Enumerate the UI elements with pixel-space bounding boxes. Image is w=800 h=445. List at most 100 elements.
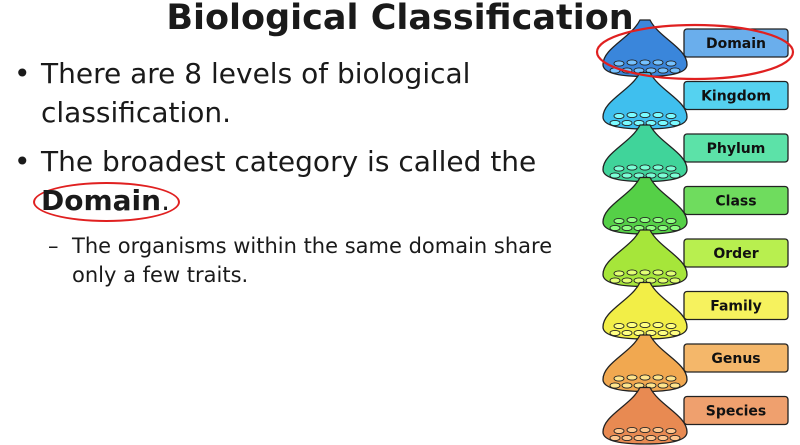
level-label-box — [683, 238, 789, 268]
cell-oval — [626, 216, 638, 224]
cell-oval — [621, 224, 633, 232]
cell-oval — [621, 67, 633, 74]
level-label: Species — [706, 404, 767, 420]
cell-oval — [609, 67, 621, 74]
sub-bullet-text: The organisms within the same domain sha… — [72, 234, 553, 287]
cell-oval — [609, 172, 621, 179]
cell-oval — [665, 322, 677, 330]
cell-oval — [609, 382, 621, 389]
cell-oval — [657, 434, 669, 442]
bullet-item-broadest: • The broadest category is called the Do… — [10, 142, 590, 222]
level-family: Family — [602, 281, 789, 340]
cell-oval — [669, 277, 681, 284]
cell-oval — [652, 216, 664, 224]
level-label-box — [683, 185, 789, 216]
level-label: Family — [710, 299, 762, 315]
cell-oval — [665, 270, 677, 277]
cell-oval — [639, 269, 651, 276]
level-label-box — [683, 133, 789, 163]
cell-oval — [652, 111, 664, 119]
cell-oval — [665, 165, 677, 172]
cell-oval — [621, 172, 633, 179]
cell-oval — [652, 164, 664, 171]
cell-oval — [626, 374, 638, 381]
cell-oval — [652, 321, 664, 329]
cell-oval — [665, 60, 677, 67]
cell-oval — [609, 119, 621, 127]
cell-oval — [613, 427, 625, 435]
level-genus: Genus — [602, 334, 789, 393]
level-order: Order — [602, 229, 789, 288]
cell-oval — [669, 67, 681, 74]
level-label: Order — [713, 246, 758, 262]
cell-oval — [657, 119, 669, 127]
cell-oval — [613, 60, 625, 67]
bullet-text-prefix: The broadest category is called the — [41, 145, 537, 178]
cell-oval — [621, 382, 633, 389]
cell-oval — [613, 322, 625, 330]
cell-oval — [621, 119, 633, 127]
cell-oval — [645, 434, 657, 442]
cell-oval — [639, 59, 651, 66]
bullet-text: There are 8 levels of biological classif… — [41, 57, 471, 129]
level-class: Class — [602, 176, 789, 235]
level-label: Kingdom — [701, 89, 771, 105]
cell-oval — [665, 217, 677, 225]
cell-oval — [639, 321, 651, 329]
cell-oval — [669, 224, 681, 232]
level-label-box — [683, 395, 789, 426]
level-species: Species — [602, 386, 789, 445]
bullet-list: • There are 8 levels of biological class… — [10, 54, 590, 290]
level-kingdom: Kingdom — [602, 71, 789, 130]
cell-oval — [657, 277, 669, 284]
domain-highlight-word: Domain — [41, 184, 162, 217]
cell-oval — [621, 329, 633, 337]
cell-oval — [639, 216, 651, 224]
cell-oval — [657, 224, 669, 232]
cell-oval — [652, 59, 664, 66]
sub-bullet-marker: – — [48, 234, 59, 258]
level-phylum: Phylum — [602, 124, 789, 183]
bullet-item-levels: • There are 8 levels of biological class… — [10, 54, 590, 132]
cell-oval — [669, 119, 681, 127]
cell-oval — [657, 67, 669, 74]
cell-oval — [613, 165, 625, 172]
cell-oval — [626, 321, 638, 329]
cell-oval — [669, 434, 681, 442]
level-label: Phylum — [707, 141, 766, 157]
slide-title: Biological Classification — [166, 0, 634, 38]
level-label: Domain — [706, 36, 766, 52]
sub-bullet-item: – The organisms within the same domain s… — [10, 232, 590, 290]
cell-oval — [657, 329, 669, 337]
cell-oval — [609, 434, 621, 442]
cell-oval — [665, 427, 677, 435]
bullet-marker: • — [14, 145, 31, 178]
bullet-text-suffix: . — [161, 184, 170, 217]
cell-oval — [652, 426, 664, 434]
cell-oval — [609, 277, 621, 284]
cell-oval — [639, 164, 651, 171]
cell-oval — [652, 269, 664, 276]
level-label-box — [683, 343, 789, 373]
cell-oval — [665, 112, 677, 120]
domain-highlight-circle: Domain. — [33, 182, 180, 222]
cell-oval — [639, 111, 651, 119]
level-label: Genus — [711, 351, 760, 367]
cell-oval — [626, 164, 638, 171]
cell-oval — [657, 382, 669, 389]
cell-oval — [626, 111, 638, 119]
cell-oval — [613, 112, 625, 120]
cell-oval — [665, 375, 677, 382]
cell-oval — [621, 277, 633, 284]
cell-oval — [613, 270, 625, 277]
cell-oval — [613, 375, 625, 382]
level-label: Class — [715, 194, 756, 210]
cell-oval — [669, 172, 681, 179]
cell-oval — [639, 426, 651, 434]
cell-oval — [626, 59, 638, 66]
level-label-box — [683, 290, 789, 321]
cell-oval — [626, 269, 638, 276]
cell-oval — [669, 329, 681, 337]
